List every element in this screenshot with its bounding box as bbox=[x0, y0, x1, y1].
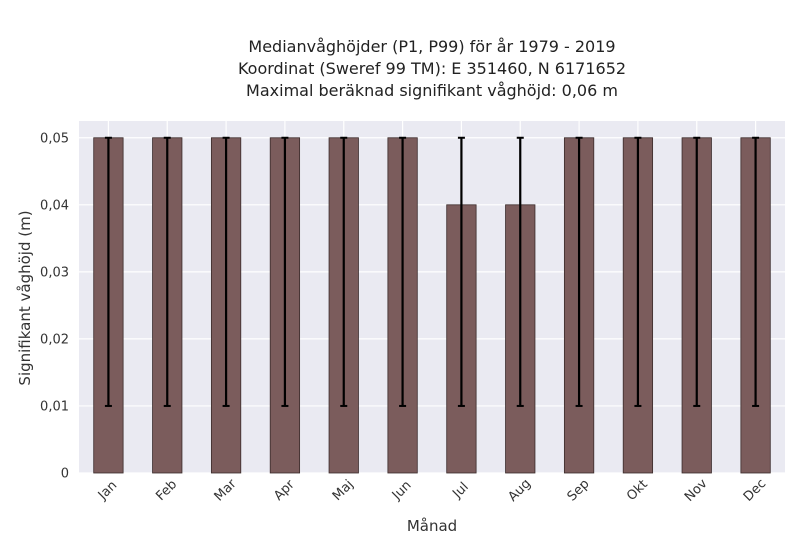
error-bar-dec bbox=[752, 136, 760, 407]
title-line-3: Maximal beräknad signifikant våghöjd: 0,… bbox=[246, 81, 618, 100]
chart-title: Medianvåghöjder (P1, P99) för år 1979 - … bbox=[238, 37, 626, 100]
error-bar-aug bbox=[516, 136, 524, 407]
plot-area bbox=[79, 121, 785, 473]
error-bar-mar bbox=[222, 136, 230, 407]
x-tick-label-aug: Aug bbox=[505, 476, 534, 505]
x-tick-label-jan: Jan bbox=[95, 478, 120, 503]
title-line-1: Medianvåghöjder (P1, P99) för år 1979 - … bbox=[248, 37, 615, 56]
y-tick-label: 0,01 bbox=[40, 399, 69, 414]
y-axis-ticks: 0 0,01 0,02 0,03 0,04 0,05 bbox=[40, 131, 69, 481]
error-bar-okt bbox=[634, 136, 642, 407]
y-tick-label: 0,03 bbox=[40, 265, 69, 280]
x-tick-label-dec: Dec bbox=[741, 476, 769, 504]
x-tick-label-jul: Jul bbox=[449, 480, 471, 502]
x-tick-label-okt: Okt bbox=[624, 477, 651, 504]
error-bar-sep bbox=[575, 136, 583, 407]
y-axis-label: Signifikant våghöjd (m) bbox=[16, 210, 34, 385]
x-tick-label-maj: Maj bbox=[330, 477, 357, 504]
error-bar-apr bbox=[281, 136, 289, 407]
x-tick-label-sep: Sep bbox=[565, 477, 593, 505]
y-tick-label: 0,02 bbox=[40, 332, 69, 347]
y-tick-label: 0,05 bbox=[40, 131, 69, 146]
error-bar-jan bbox=[104, 136, 112, 407]
y-tick-label: 0 bbox=[61, 467, 69, 482]
y-tick-label: 0,04 bbox=[40, 198, 69, 213]
x-tick-label-mar: Mar bbox=[212, 476, 240, 504]
error-bar-jun bbox=[399, 136, 407, 407]
error-bars bbox=[104, 136, 760, 407]
x-axis-ticks: Jan Feb Mar Apr Maj Jun Jul Aug Sep Okt Nov Dec bbox=[95, 476, 769, 505]
error-bar-jul bbox=[457, 136, 465, 407]
title-line-2: Koordinat (Sweref 99 TM): E 351460, N 61… bbox=[238, 59, 626, 78]
x-tick-label-nov: Nov bbox=[682, 476, 711, 505]
error-bar-nov bbox=[693, 136, 701, 407]
error-bar-feb bbox=[163, 136, 171, 407]
x-tick-label-apr: Apr bbox=[271, 477, 298, 504]
x-axis-label: Månad bbox=[407, 517, 457, 535]
x-tick-label-jun: Jun bbox=[389, 478, 415, 504]
error-bar-maj bbox=[340, 136, 348, 407]
x-tick-label-feb: Feb bbox=[153, 477, 180, 504]
